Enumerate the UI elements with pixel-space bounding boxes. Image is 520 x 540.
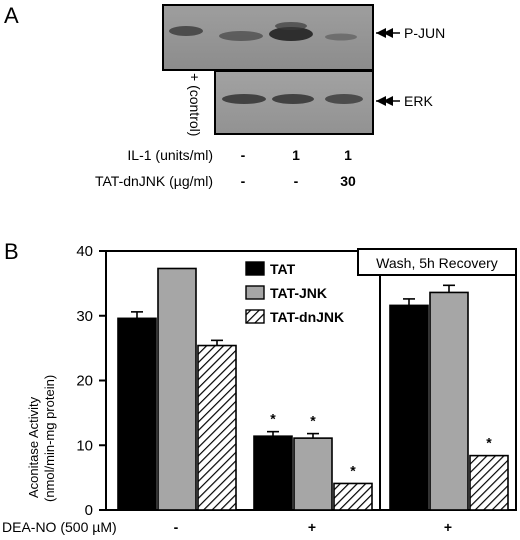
significance-marker: * <box>486 435 492 451</box>
bar-tat-jnk-2 <box>293 437 333 511</box>
row-il1-value-1: - <box>241 147 246 163</box>
row-dnjnk-value-1: - <box>241 173 246 189</box>
y-axis: 0 10 20 30 40 <box>76 243 106 519</box>
y-tick-label: 30 <box>76 308 93 325</box>
row-il1-value-2: 1 <box>292 147 300 163</box>
legend-label-tat: TAT <box>270 261 296 277</box>
bar-tat-2 <box>253 435 293 511</box>
row-label-il1: IL-1 (units/ml) <box>127 147 213 163</box>
legend-swatch-tat <box>245 261 265 276</box>
legend: TAT TAT-JNK TAT-dnJNK <box>245 261 344 325</box>
y-axis-title-line2: (nmol/min-mg protein) <box>42 375 57 502</box>
y-tick-label: 10 <box>76 437 93 454</box>
x-condition-value-1: - <box>174 519 179 535</box>
band-label-erk: ERK <box>404 93 433 109</box>
bar-tat-1 <box>117 317 157 511</box>
bar-tat-dnjnk-2 <box>333 482 373 511</box>
bar-tat-jnk-1 <box>157 267 197 511</box>
row-il1-value-3: 1 <box>344 147 352 163</box>
arrow-pjun <box>376 28 400 38</box>
x-condition-value-3: + <box>444 519 452 535</box>
legend-swatch-tat-jnk <box>245 285 265 300</box>
legend-swatch-tat-dnjnk <box>245 309 265 324</box>
bar-tat-dnjnk-1 <box>197 344 237 511</box>
significance-marker: * <box>270 411 276 427</box>
blot-pjun <box>162 4 374 71</box>
legend-label-tat-dnjnk: TAT-dnJNK <box>270 309 344 325</box>
recovery-label: Wash, 5h Recovery <box>376 255 498 271</box>
legend-label-tat-jnk: TAT-JNK <box>270 285 327 301</box>
bar-tat-jnk-3 <box>429 291 469 511</box>
bar-tat-3 <box>389 304 429 511</box>
band-label-pjun: P-JUN <box>404 25 445 41</box>
y-tick-label: 20 <box>76 373 93 390</box>
row-label-dnjnk: TAT-dnJNK (µg/ml) <box>95 173 213 189</box>
panel-a-letter: A <box>4 3 19 28</box>
y-axis-title-line1: Aconitase Activity <box>26 396 41 498</box>
blot-erk <box>214 70 374 135</box>
y-tick-label: 40 <box>76 243 93 260</box>
bar-series-group: * * * * <box>117 267 509 511</box>
panel-b-letter: B <box>4 239 19 264</box>
x-condition-value-2: + <box>308 519 316 535</box>
bar-tat-dnjnk-3 <box>469 454 509 511</box>
row-dnjnk-value-2: - <box>294 173 299 189</box>
significance-marker: * <box>350 462 356 478</box>
y-tick-label: 0 <box>85 502 93 519</box>
row-dnjnk-value-3: 30 <box>340 173 356 189</box>
significance-marker: * <box>310 413 316 429</box>
recovery-label-box <box>357 248 517 276</box>
control-lane-label: + (control) <box>187 73 203 136</box>
arrow-erk <box>376 96 400 106</box>
x-condition-label: DEA-NO (500 µM) <box>2 519 117 535</box>
